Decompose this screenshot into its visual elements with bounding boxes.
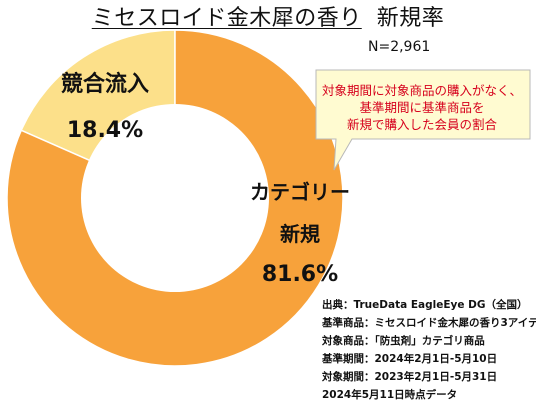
donut-hole (81, 104, 269, 292)
callout-line: 基準期間に基準商品を (359, 100, 485, 115)
chart-title: ミセスロイド金木犀の香り 新規率 (0, 6, 536, 32)
title-main: ミセスロイド金木犀の香り (91, 6, 362, 31)
slice-value-competitor: 18.4% (66, 118, 144, 143)
title-subtitle: 新規率 (376, 6, 445, 31)
note-line: 対象商品：「防虫剤」カテゴリ商品 (322, 335, 485, 347)
source-notes: 出典：TrueData EagleEye DG（全国） 基準商品：ミセスロイド金… (322, 296, 536, 404)
note-line: 出典：TrueData EagleEye DG（全国） (322, 299, 528, 311)
slice-value-category: 81.6% (261, 262, 339, 287)
slice-label-category-line1: カテゴリー (250, 180, 350, 204)
callout-line: 新規で購入した会員の割合 (346, 117, 497, 132)
note-line: 2024年5月11日時点データ (322, 389, 458, 401)
slice-label-competitor: 競合流入 (60, 72, 149, 97)
callout-line: 対象期間に対象商品の購入がなく、 (321, 83, 522, 98)
callout-box (315, 69, 531, 171)
note-line: 対象期間：2023年2月1日-5月31日 (322, 371, 498, 383)
note-line: 基準期間：2024年2月1日-5月10日 (322, 353, 498, 365)
sample-size: N=2,961 (368, 39, 431, 55)
callout-text: 対象期間に対象商品の購入がなく、 基準期間に基準商品を 新規で購入した会員の割合 (318, 82, 526, 133)
note-line: 基準商品：ミセスロイド金木犀の香り3アイテム (322, 317, 536, 329)
slice-label-category-line2: 新規 (280, 222, 320, 246)
